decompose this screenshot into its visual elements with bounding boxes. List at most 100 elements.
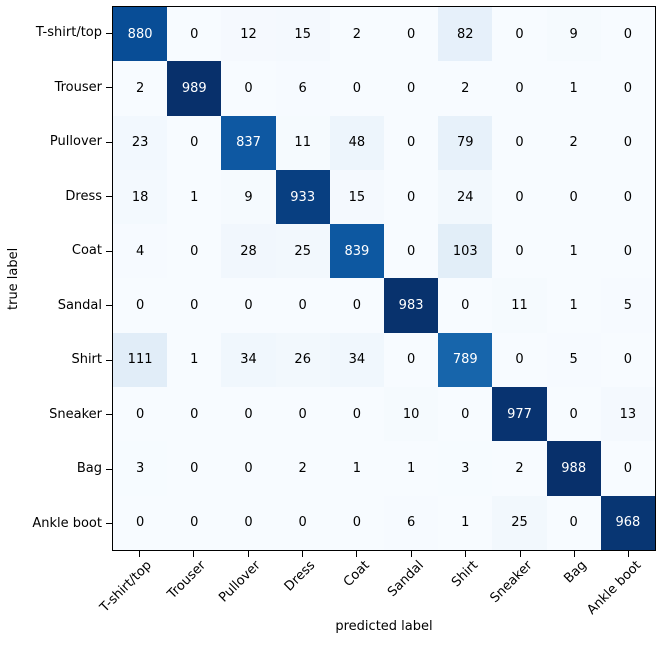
x-tick-label: Dress xyxy=(281,558,319,595)
matrix-cell: 0 xyxy=(221,387,276,442)
matrix-cell: 0 xyxy=(600,61,655,116)
x-tick-label: Trouser xyxy=(165,558,210,603)
matrix-cell: 0 xyxy=(113,278,168,333)
y-tick-label: Shirt xyxy=(71,352,102,368)
matrix-cell: 12 xyxy=(221,7,276,62)
matrix-cell: 933 xyxy=(275,169,330,225)
matrix-cell: 0 xyxy=(600,224,655,279)
matrix-cell: 0 xyxy=(113,387,168,442)
y-tick-mark xyxy=(106,523,112,525)
matrix-cell: 0 xyxy=(329,495,384,550)
x-tick-label: Shirt xyxy=(449,558,482,591)
matrix-cell: 1 xyxy=(167,332,222,388)
y-tick-mark xyxy=(106,305,112,307)
matrix-cell: 1 xyxy=(384,441,439,496)
y-tick-mark xyxy=(106,196,112,198)
matrix-cell: 0 xyxy=(167,278,222,333)
matrix-cell: 0 xyxy=(492,7,547,62)
matrix-cell: 103 xyxy=(438,224,493,279)
x-tick-label: Sandal xyxy=(384,558,427,600)
matrix-cell: 0 xyxy=(275,495,330,550)
matrix-cell: 880 xyxy=(113,7,168,62)
x-tick-mark xyxy=(193,551,195,557)
matrix-cell: 4 xyxy=(113,224,168,279)
y-tick-mark xyxy=(106,87,112,89)
matrix-cell: 6 xyxy=(384,495,439,550)
y-tick-label: Ankle boot xyxy=(32,515,102,531)
matrix-cell: 2 xyxy=(546,115,601,170)
matrix-cell: 0 xyxy=(167,7,222,62)
matrix-cell: 0 xyxy=(438,278,493,333)
matrix-cell: 0 xyxy=(546,495,601,550)
matrix-cell: 25 xyxy=(492,495,547,550)
matrix-cell: 11 xyxy=(275,115,330,170)
matrix-cell: 0 xyxy=(546,387,601,442)
x-axis-label: predicted label xyxy=(335,619,433,634)
matrix-cell: 0 xyxy=(384,224,439,279)
matrix-cell: 15 xyxy=(275,7,330,62)
matrix-cell: 0 xyxy=(167,495,222,550)
matrix-cell: 23 xyxy=(113,115,168,170)
heatmap-grid: 880 0 12 15 2 0 82 0 9 0 2 989 0 6 0 0 2 0 1 0 23 0 837 11 48 0 79… xyxy=(112,6,656,551)
x-tick-mark xyxy=(356,551,358,557)
matrix-cell: 25 xyxy=(275,224,330,279)
matrix-cell: 2 xyxy=(275,441,330,496)
y-tick-mark xyxy=(106,32,112,34)
x-tick-mark xyxy=(628,551,630,557)
matrix-cell: 0 xyxy=(384,61,439,116)
matrix-cell: 0 xyxy=(384,169,439,225)
matrix-cell: 1 xyxy=(329,441,384,496)
matrix-cell: 983 xyxy=(384,278,439,333)
matrix-cell: 13 xyxy=(600,387,655,442)
matrix-cell: 1 xyxy=(546,278,601,333)
matrix-cell: 988 xyxy=(546,441,601,496)
matrix-cell: 34 xyxy=(221,332,276,388)
matrix-cell: 0 xyxy=(275,278,330,333)
x-tick-mark xyxy=(519,551,521,557)
matrix-cell: 0 xyxy=(329,387,384,442)
matrix-cell: 0 xyxy=(221,61,276,116)
matrix-cell: 28 xyxy=(221,224,276,279)
matrix-cell: 0 xyxy=(600,115,655,170)
matrix-cell: 15 xyxy=(329,169,384,225)
x-tick-mark xyxy=(138,551,140,557)
matrix-cell: 0 xyxy=(492,61,547,116)
matrix-cell: 0 xyxy=(167,441,222,496)
matrix-cell: 0 xyxy=(329,278,384,333)
matrix-cell: 0 xyxy=(492,224,547,279)
matrix-cell: 79 xyxy=(438,115,493,170)
matrix-cell: 1 xyxy=(546,61,601,116)
matrix-cell: 9 xyxy=(546,7,601,62)
matrix-cell: 48 xyxy=(329,115,384,170)
matrix-cell: 2 xyxy=(492,441,547,496)
x-tick-mark xyxy=(573,551,575,557)
matrix-cell: 1 xyxy=(546,224,601,279)
x-tick-mark xyxy=(410,551,412,557)
matrix-cell: 0 xyxy=(492,332,547,388)
y-tick-label: Sandal xyxy=(57,297,102,313)
matrix-cell: 0 xyxy=(221,441,276,496)
y-tick-label: Pullover xyxy=(49,134,102,150)
matrix-cell: 1 xyxy=(167,169,222,225)
matrix-cell: 0 xyxy=(167,387,222,442)
matrix-cell: 968 xyxy=(600,495,655,550)
y-tick-label: T-shirt/top xyxy=(35,25,102,41)
matrix-cell: 2 xyxy=(113,61,168,116)
matrix-cell: 26 xyxy=(275,332,330,388)
matrix-cell: 2 xyxy=(329,7,384,62)
matrix-cell: 2 xyxy=(438,61,493,116)
y-tick-mark xyxy=(106,359,112,361)
matrix-cell: 9 xyxy=(221,169,276,225)
matrix-cell: 5 xyxy=(600,278,655,333)
y-tick-label: Dress xyxy=(65,188,102,204)
matrix-cell: 18 xyxy=(113,169,168,225)
y-tick-label: Sneaker xyxy=(49,406,102,422)
matrix-cell: 0 xyxy=(329,61,384,116)
y-tick-mark xyxy=(106,250,112,252)
matrix-cell: 0 xyxy=(600,7,655,62)
matrix-cell: 111 xyxy=(113,332,168,388)
matrix-cell: 0 xyxy=(384,7,439,62)
matrix-cell: 0 xyxy=(492,115,547,170)
x-tick-label: Pullover xyxy=(216,558,264,606)
